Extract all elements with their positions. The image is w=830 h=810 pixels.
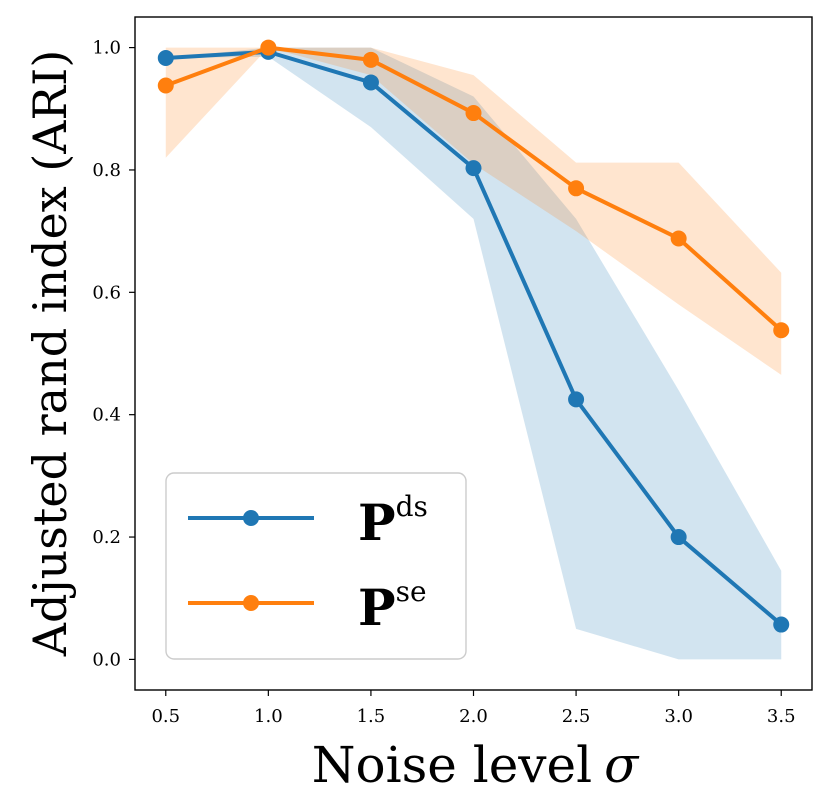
x-tick-label-6: 3.5 xyxy=(767,706,796,727)
x-tick-label-1: 1.0 xyxy=(254,706,283,727)
point-series-0-5 xyxy=(670,529,687,546)
y-tick-label-3: 0.6 xyxy=(92,282,121,303)
y-tick-label-2: 0.4 xyxy=(92,405,121,426)
point-series-1-6 xyxy=(773,322,790,339)
x-tick-label-2: 1.5 xyxy=(357,706,386,727)
x-axis-label: Noise level σ xyxy=(312,736,640,794)
point-series-0-2 xyxy=(362,74,379,91)
y-tick-label-4: 0.8 xyxy=(92,160,121,181)
legend-marker-series-0 xyxy=(243,510,259,526)
y-axis-label: Adjusted rand index (ARI) xyxy=(23,50,77,658)
legend: Pds Pse xyxy=(165,472,467,660)
plot-area xyxy=(157,39,790,660)
x-tick-label-5: 3.0 xyxy=(664,706,693,727)
legend-label-series-0: Pds xyxy=(358,490,428,552)
point-series-0-4 xyxy=(568,391,585,408)
legend-label-series-1: Pse xyxy=(358,575,427,637)
legend-marker-series-1 xyxy=(243,595,259,611)
point-series-1-5 xyxy=(670,230,687,247)
y-tick-label-0: 0.0 xyxy=(92,649,121,670)
x-tick-label-4: 2.5 xyxy=(562,706,591,727)
y-tick-label-5: 1.0 xyxy=(92,38,121,59)
point-series-0-0 xyxy=(157,49,174,66)
y-axis: 0.0 0.2 0.4 0.6 0.8 1.0 xyxy=(92,38,135,670)
y-tick-label-1: 0.2 xyxy=(92,527,121,548)
point-series-1-3 xyxy=(465,105,482,122)
point-series-0-6 xyxy=(773,616,790,633)
point-series-1-2 xyxy=(362,51,379,68)
point-series-1-1 xyxy=(260,39,277,56)
point-series-0-3 xyxy=(465,160,482,177)
point-series-1-4 xyxy=(568,180,585,197)
x-axis: 0.5 1.0 1.5 2.0 2.5 3.0 3.5 xyxy=(151,690,796,727)
x-tick-label-3: 2.0 xyxy=(459,706,488,727)
x-tick-label-0: 0.5 xyxy=(151,706,180,727)
band-series-0 xyxy=(165,47,782,660)
point-series-1-0 xyxy=(157,77,174,94)
